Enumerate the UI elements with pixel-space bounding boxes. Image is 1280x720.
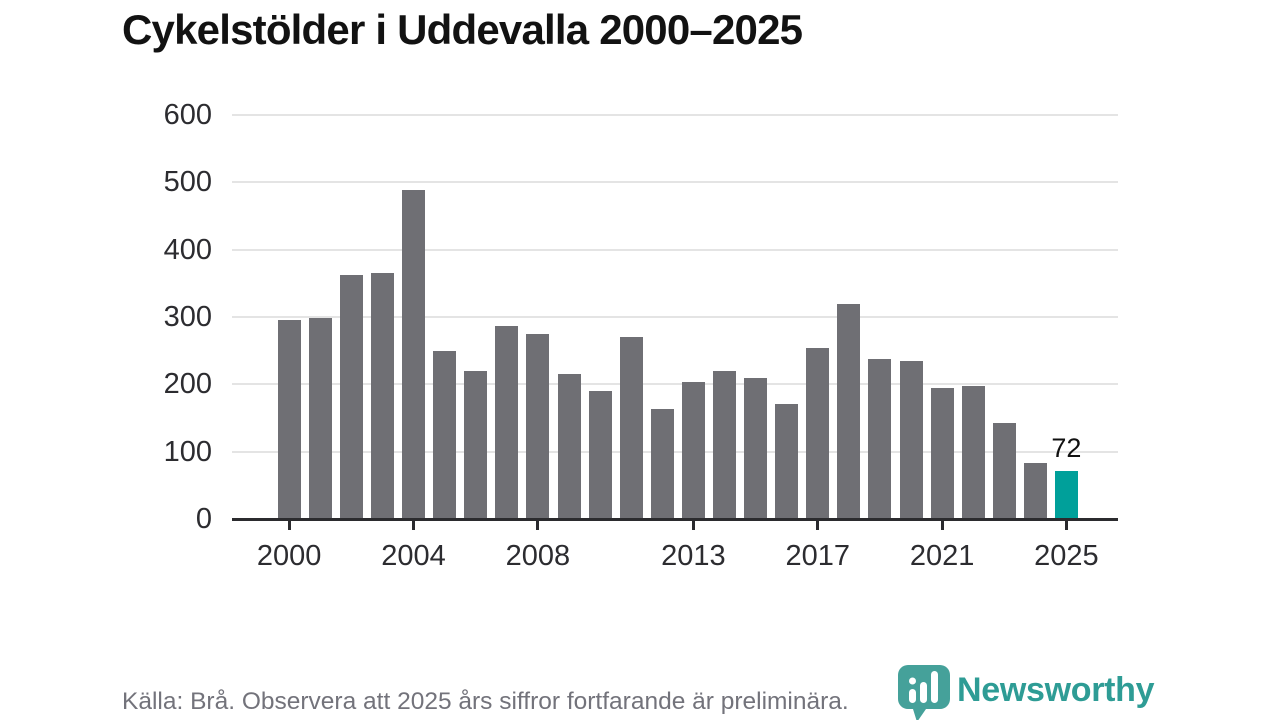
gridline-200: [232, 383, 1118, 386]
bar-2000: [277, 320, 301, 519]
bar-2008: [526, 334, 550, 519]
y-tick-label-400: 400: [163, 233, 212, 266]
x-axis-tick-2013: [691, 521, 695, 530]
x-tick-label-2021: 2021: [909, 540, 975, 572]
bar-2003: [370, 273, 394, 519]
bar-2001: [308, 318, 332, 519]
bar-2023: [992, 423, 1016, 519]
bar-2010: [588, 391, 612, 519]
bar-2009: [557, 374, 581, 519]
x-tick-label-2013: 2013: [661, 540, 726, 572]
bar-2011: [619, 337, 643, 519]
x-axis-tick-2017: [816, 521, 820, 530]
x-axis-tick-2004: [412, 521, 416, 530]
bar-2025: [1054, 471, 1078, 519]
source-note: Källa: Brå. Observera att 2025 års siffr…: [122, 688, 849, 715]
gridline-300: [232, 316, 1118, 318]
newsworthy-logo-text: Newsworthy: [957, 671, 1155, 709]
x-axis-tick-2025: [1064, 521, 1068, 530]
bar-2012: [650, 409, 674, 519]
bar-2015: [744, 378, 768, 519]
bar-2013: [681, 382, 705, 519]
x-tick-label-2004: 2004: [381, 540, 446, 572]
x-axis-tick-2000: [287, 521, 291, 530]
bar-2022: [961, 386, 985, 519]
gridline-100: [232, 450, 1118, 453]
bar-2004: [402, 190, 426, 519]
gridline-600: [232, 114, 1118, 116]
bar-2017: [806, 348, 830, 519]
y-tick-label-500: 500: [163, 166, 212, 199]
bar-2024: [1023, 463, 1047, 519]
x-tick-label-2008: 2008: [505, 540, 571, 572]
bar-2007: [495, 326, 519, 519]
gridline-500: [232, 181, 1118, 184]
y-tick-label-0: 0: [195, 503, 212, 535]
bar-2020: [899, 361, 923, 519]
x-axis-tick-2021: [940, 521, 944, 530]
bar-2021: [930, 388, 954, 519]
newsworthy-logo-mark-icon: [898, 665, 950, 720]
bar-2019: [868, 359, 892, 519]
bar-2018: [837, 304, 861, 519]
x-axis-tick-2008: [536, 521, 540, 530]
highlight-value-label: 72: [1051, 432, 1082, 463]
chart-title: Cykelstölder i Uddevalla 2000–2025: [122, 6, 803, 53]
x-tick-label-2000: 2000: [256, 540, 322, 572]
y-tick-label-200: 200: [163, 368, 212, 401]
y-tick-label-600: 600: [163, 99, 212, 131]
gridline-400: [232, 248, 1118, 251]
bar-2014: [712, 371, 736, 519]
x-tick-label-2017: 2017: [785, 540, 850, 572]
bar-2002: [339, 275, 363, 519]
y-tick-label-300: 300: [163, 301, 212, 333]
x-tick-label-2025: 2025: [1034, 540, 1099, 572]
y-tick-label-100: 100: [163, 435, 212, 468]
x-axis-line: [232, 518, 1118, 521]
bar-2016: [775, 404, 799, 519]
bar-2005: [433, 351, 457, 519]
bar-2006: [464, 371, 488, 519]
